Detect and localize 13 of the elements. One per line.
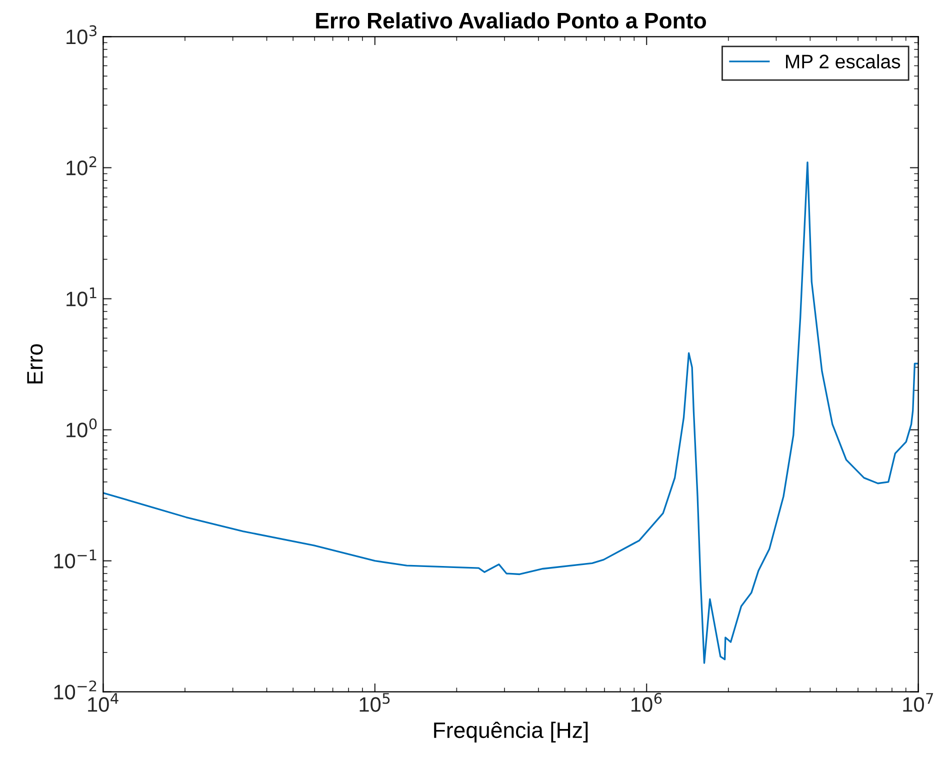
chart-title: Erro Relativo Avaliado Ponto a Ponto bbox=[316, 12, 706, 29]
x-tick-label: 10$^{7}$ bbox=[903, 693, 934, 712]
y-tick-label: 10$^{3}$ bbox=[66, 25, 96, 44]
y-tick-label: 10$^{2}$ bbox=[66, 156, 96, 176]
x-tick-label: 10$^{6}$ bbox=[632, 692, 662, 712]
y-tick-label: 10$^{1}$ bbox=[66, 288, 96, 306]
y-tick-label: 10$^{−1}$ bbox=[54, 550, 96, 568]
x-tick-label: 10$^{4}$ bbox=[88, 693, 118, 712]
legend-label: MP 2 escalas bbox=[786, 54, 900, 68]
y-axis-title: Erro bbox=[27, 344, 43, 384]
x-tick-label: 10$^{5}$ bbox=[360, 693, 390, 712]
y-tick-label: 10$^{0}$ bbox=[66, 418, 97, 438]
x-axis-title: Frequência [Hz] bbox=[434, 722, 588, 742]
